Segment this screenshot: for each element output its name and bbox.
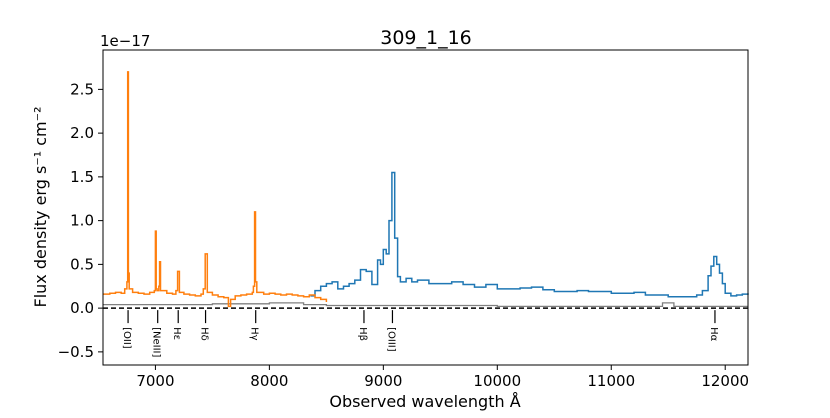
chart-title: 309_1_16: [380, 27, 472, 49]
y-offset-text: 1e−17: [100, 32, 150, 50]
y-tick-label: 2.0: [70, 124, 94, 142]
emission-line-label: [OII]: [121, 327, 132, 349]
emission-line-label: Hε: [171, 327, 182, 340]
orange-spectrum-line: [103, 71, 328, 308]
y-axis-label: Flux density erg s⁻¹ cm⁻²: [31, 107, 50, 308]
emission-line-label: Hγ: [249, 327, 260, 341]
x-axis-label: Observed wavelength Å: [329, 392, 520, 411]
plot-frame: [102, 49, 749, 366]
y-tick-label: 2.5: [70, 80, 94, 98]
x-tick-label: 7000: [136, 372, 174, 390]
x-axis-ticks: 7000 8000 9000 10000 11000 12000: [136, 365, 749, 390]
x-tick-label: 10000: [473, 372, 521, 390]
x-tick-label: 9000: [364, 372, 402, 390]
y-tick-label: −0.5: [58, 343, 94, 361]
y-tick-label: 1.0: [70, 212, 94, 230]
noise-line: [103, 302, 748, 308]
x-tick-label: 12000: [701, 372, 749, 390]
emission-line-label: Hα: [708, 327, 719, 342]
emission-line-label: [NeIII]: [151, 327, 162, 357]
y-axis-ticks: −0.5 0.0 0.5 1.0 1.5 2.0 2.5: [58, 80, 103, 361]
y-tick-label: 0.5: [70, 255, 94, 273]
emission-line-label: [OIII]: [386, 327, 397, 352]
y-tick-label: 1.5: [70, 168, 94, 186]
x-tick-label: 11000: [587, 372, 635, 390]
series-layer: [103, 71, 749, 308]
emission-line-markers: [OII] [NeIII] Hε Hδ Hγ Hβ [OIII] Hα: [121, 310, 719, 357]
y-tick-label: 0.0: [70, 299, 94, 317]
blue-spectrum-line: [310, 171, 749, 298]
x-tick-label: 8000: [250, 372, 288, 390]
emission-line-label: Hβ: [357, 327, 368, 341]
emission-line-label: Hδ: [199, 327, 210, 341]
